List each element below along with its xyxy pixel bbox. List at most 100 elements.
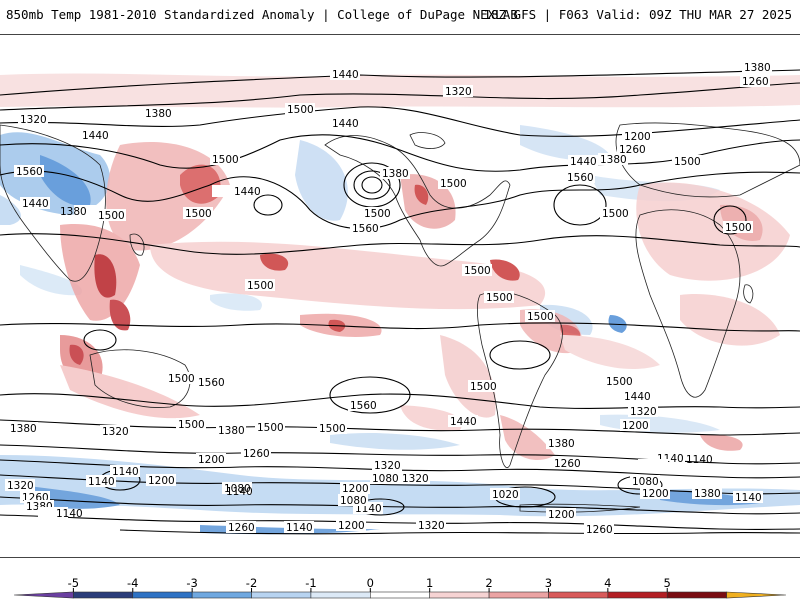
contour-label: 1380 <box>600 154 627 166</box>
colorbar-tick-label: -2 <box>245 576 258 590</box>
colorbar-segment <box>488 591 549 599</box>
contour-label: 1140 <box>226 486 253 498</box>
contour-label: 1500 <box>247 280 274 292</box>
contour-label: 1320 <box>402 473 429 485</box>
contour-label: 1380 <box>60 206 87 218</box>
contour-label: 1080 <box>632 476 659 488</box>
contour-label: 1020 <box>492 489 519 501</box>
contour-label: 1440 <box>332 69 359 81</box>
contour-label: 1500 <box>364 208 391 220</box>
contour-label: 1260 <box>243 448 270 460</box>
anomaly-map: 1440 1380 1260 1320 1380 1440 1500 1440 … <box>0 34 800 558</box>
contour-label: 1140 <box>88 476 115 488</box>
contour-label: 1380 <box>218 425 245 437</box>
contour-label: 1500 <box>212 154 239 166</box>
contour-label: 1260 <box>586 524 613 536</box>
contour-label: 1140 <box>686 454 713 466</box>
contour-label: 1200 <box>338 520 365 532</box>
contour-label: 1500 <box>674 156 701 168</box>
contour-label: 1200 <box>642 488 669 500</box>
colorbar-segment <box>73 591 134 599</box>
contour-label: 1320 <box>630 406 657 418</box>
contour-label: 1380 <box>145 108 172 120</box>
contour-label: 1500 <box>527 311 554 323</box>
contour-label: 1140 <box>112 466 139 478</box>
contour-label: 1320 <box>374 460 401 472</box>
colorbar-segment <box>191 591 252 599</box>
map-canvas: 1440 1380 1260 1320 1380 1440 1500 1440 … <box>0 61 800 536</box>
contour-label: 1080 <box>340 495 367 507</box>
contour-label: 1560 <box>567 172 594 184</box>
contour-label: 1320 <box>20 114 47 126</box>
contour-label: 1560 <box>16 166 43 178</box>
contour-label: 1500 <box>257 422 284 434</box>
contour-label: 1500 <box>98 210 125 222</box>
colorbar-tick-label: 5 <box>663 576 671 590</box>
contour-label: 1500 <box>464 265 491 277</box>
contour-label: 1440 <box>22 198 49 210</box>
contour-label: 1200 <box>198 454 225 466</box>
contour-label: 1500 <box>440 178 467 190</box>
contour-value-labels: 1440 1380 1260 1320 1380 1440 1500 1440 … <box>5 61 772 536</box>
colorbar-segment <box>429 591 490 599</box>
contour-label: 1320 <box>102 426 129 438</box>
colorbar-segment <box>548 591 609 599</box>
contour-label: 1080 <box>224 483 251 495</box>
colorbar-min-arrow <box>13 591 74 599</box>
contour-label: 1500 <box>168 373 195 385</box>
contour-label: 1200 <box>624 131 651 143</box>
colorbar-segment <box>370 591 430 599</box>
contour-label: 1320 <box>445 86 472 98</box>
contour-label: 1440 <box>234 186 261 198</box>
colorbar-tick-label: 2 <box>485 576 493 590</box>
contour-label: 1560 <box>198 377 225 389</box>
contour-label: 1500 <box>287 104 314 116</box>
contour-label: 1440 <box>570 156 597 168</box>
contour-label: 1200 <box>622 420 649 432</box>
contour-label: 1500 <box>606 376 633 388</box>
anomaly-colorbar <box>13 588 787 599</box>
colorbar-tick-label: 1 <box>426 576 434 590</box>
contour-label: 1380 <box>548 438 575 450</box>
contour-label: 1500 <box>725 222 752 234</box>
colorbar-segment <box>310 591 371 599</box>
warm-anomaly-shading <box>0 73 800 460</box>
colorbar-segment <box>132 591 193 599</box>
contour-label: 1200 <box>148 475 175 487</box>
contour-label: 1500 <box>486 292 513 304</box>
model-run-info: 18Z GFS | F063 Valid: 09Z THU MAR 27 202… <box>483 7 792 22</box>
colorbar-segment <box>666 591 727 599</box>
contour-label: 1320 <box>418 520 445 532</box>
colorbar-tick-label: -4 <box>127 576 139 590</box>
colorbar-max-arrow <box>726 591 787 599</box>
contour-label: 1260 <box>742 76 769 88</box>
colorbar-tick-label: 0 <box>366 576 374 590</box>
contour-label: 1260 <box>228 522 255 534</box>
contour-label: 1320 <box>7 480 34 492</box>
colorbar-tick-label: -1 <box>305 576 317 590</box>
colorbar-segment <box>251 591 312 599</box>
contour-label: 1500 <box>470 381 497 393</box>
contour-label: 1140 <box>735 492 762 504</box>
contour-label: 1500 <box>185 208 212 220</box>
contour-label: 1560 <box>352 223 379 235</box>
colorbar-tick-label: -5 <box>67 576 80 590</box>
contour-label: 1380 <box>382 168 409 180</box>
colorbar-tick-label: -3 <box>186 576 198 590</box>
map-title: 850mb Temp 1981-2010 Standardized Anomal… <box>6 7 518 22</box>
contour-label: 1260 <box>554 458 581 470</box>
contour-label: 1200 <box>342 483 369 495</box>
contour-label: 1440 <box>332 118 359 130</box>
contour-label: 1380 <box>694 488 721 500</box>
contour-label: 1380 <box>10 423 37 435</box>
colorbar-segment <box>607 591 668 599</box>
contour-label: 1440 <box>624 391 651 403</box>
contour-label: 1080 <box>372 473 399 485</box>
colorbar-tick-label: 4 <box>604 576 612 590</box>
contour-label: 1140 <box>286 522 313 534</box>
contour-label: 1440 <box>450 416 477 428</box>
contour-label: 1140 <box>56 508 83 520</box>
contour-label: 1500 <box>319 423 346 435</box>
contour-label: 1200 <box>548 509 575 521</box>
contour-label: 1500 <box>602 208 629 220</box>
